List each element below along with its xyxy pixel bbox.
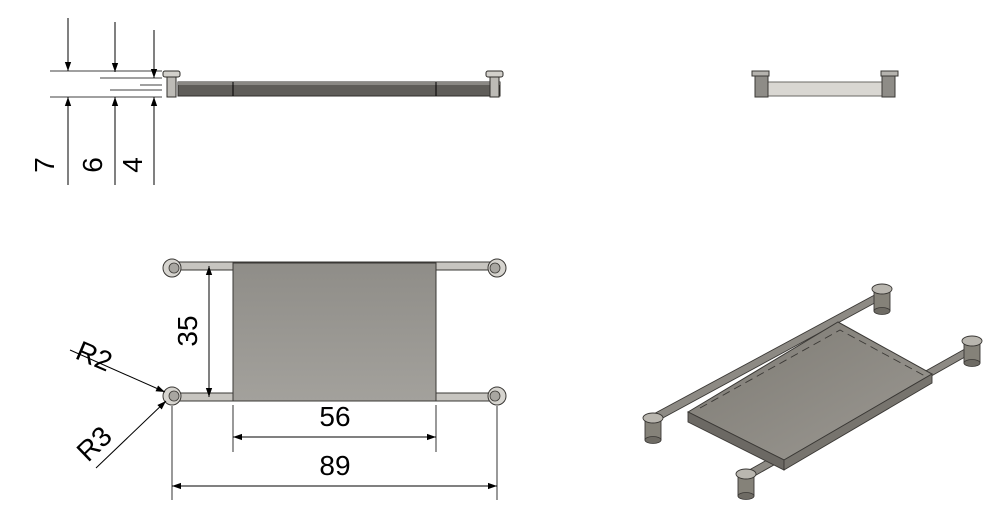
iso-post-left <box>642 412 664 444</box>
dim-text-56: 56 <box>319 401 350 432</box>
isometric-view <box>642 283 983 500</box>
dim-text-4: 4 <box>117 157 148 173</box>
dim-text-7: 7 <box>29 157 60 173</box>
dim-text-89: 89 <box>319 450 350 481</box>
dim-front-4: 4 <box>117 30 158 185</box>
dim-text-r2: R2 <box>72 335 117 378</box>
iso-post-bottom <box>735 468 757 500</box>
dim-front-6: 6 <box>77 22 119 185</box>
side-slab <box>767 81 883 97</box>
side-right-post <box>880 70 899 98</box>
side-view <box>751 70 899 98</box>
front-slab-top-highlight <box>178 82 500 85</box>
dim-front-7: 7 <box>29 18 72 185</box>
top-plate <box>232 262 437 402</box>
top-post-upper-left <box>162 258 182 278</box>
dim-top-56: 56 <box>232 401 437 452</box>
top-post-lower-left <box>162 386 182 406</box>
iso-post-top <box>871 283 893 315</box>
front-right-post <box>485 70 504 98</box>
top-view: 35 56 89 R2 R3 <box>69 258 507 500</box>
front-left-post <box>162 70 181 98</box>
top-post-lower-right <box>487 386 507 406</box>
iso-post-right <box>961 335 983 367</box>
dim-radius-r2: R2 <box>69 335 166 393</box>
dim-text-35: 35 <box>172 315 203 346</box>
dim-radius-r3: R3 <box>71 400 167 469</box>
side-left-post <box>751 70 770 98</box>
top-post-upper-right <box>487 258 507 278</box>
iso-plate-right-edge <box>783 373 933 471</box>
iso-hidden-edge <box>699 329 926 409</box>
dim-top-35: 35 <box>172 266 213 397</box>
front-view: 7 6 4 <box>29 18 504 185</box>
dim-text-r3: R3 <box>71 420 118 467</box>
dim-top-89: 89 <box>171 406 498 500</box>
dim-text-6: 6 <box>77 157 108 173</box>
